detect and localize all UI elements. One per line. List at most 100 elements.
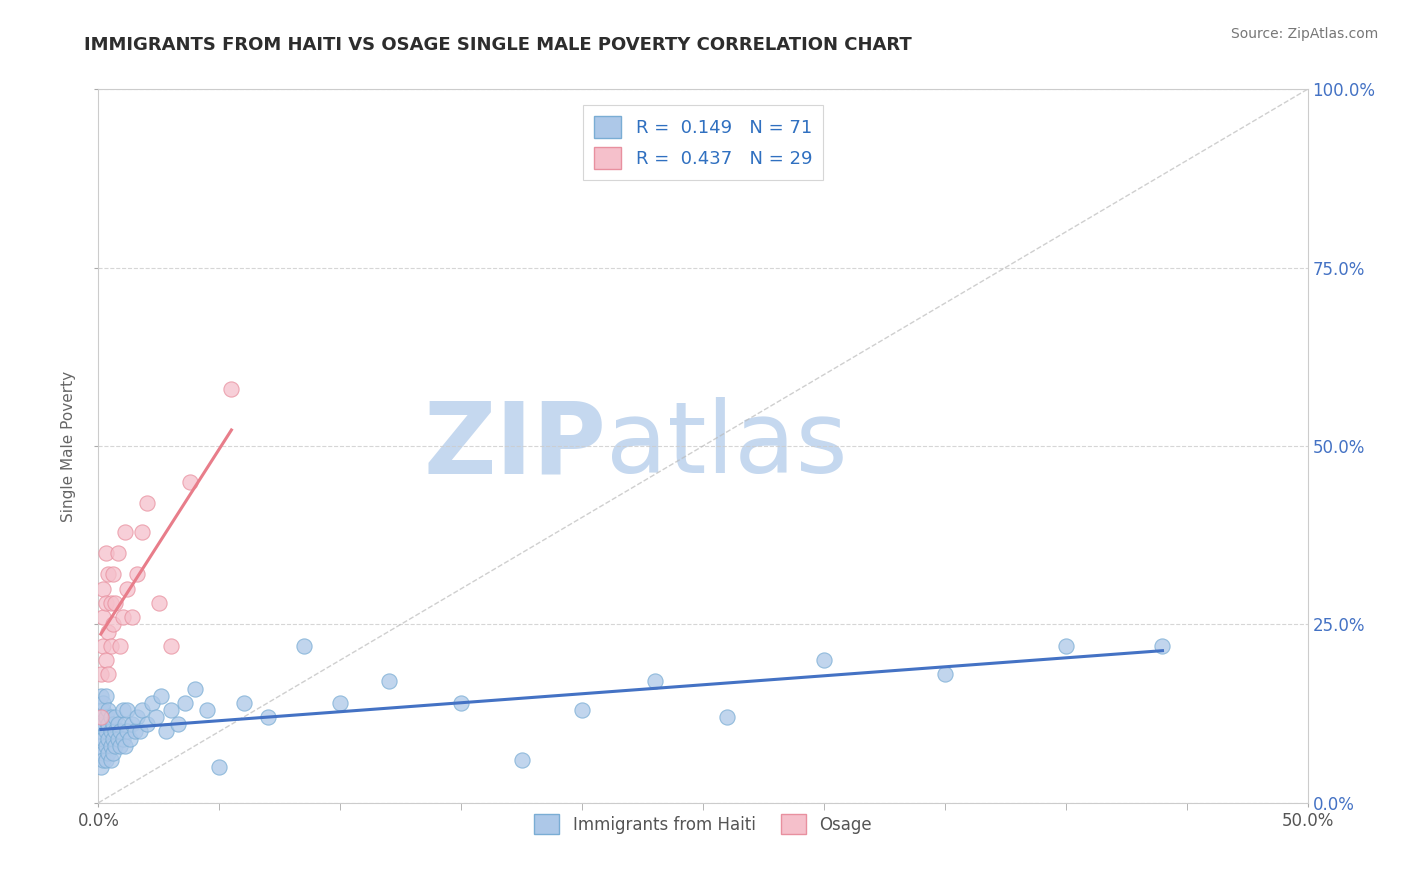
Point bbox=[114, 717, 136, 731]
Point bbox=[97, 624, 120, 639]
Point bbox=[90, 667, 112, 681]
Point bbox=[179, 475, 201, 489]
Point bbox=[94, 710, 117, 724]
Point bbox=[117, 582, 139, 596]
Point bbox=[91, 753, 114, 767]
Point bbox=[141, 696, 163, 710]
Point bbox=[104, 710, 127, 724]
Point bbox=[97, 703, 120, 717]
Point bbox=[150, 689, 173, 703]
Point bbox=[644, 674, 666, 689]
Point bbox=[91, 610, 114, 624]
Text: ZIP: ZIP bbox=[423, 398, 606, 494]
Point bbox=[117, 703, 139, 717]
Point bbox=[813, 653, 835, 667]
Point bbox=[97, 731, 120, 746]
Point bbox=[97, 746, 120, 760]
Point bbox=[135, 496, 157, 510]
Point bbox=[127, 710, 149, 724]
Point bbox=[90, 689, 112, 703]
Point bbox=[128, 724, 150, 739]
Point bbox=[94, 724, 117, 739]
Point bbox=[111, 731, 134, 746]
Point bbox=[90, 710, 112, 724]
Point bbox=[510, 753, 533, 767]
Point bbox=[91, 746, 114, 760]
Point bbox=[91, 639, 114, 653]
Point bbox=[107, 546, 129, 560]
Point bbox=[160, 703, 183, 717]
Point bbox=[91, 717, 114, 731]
Point bbox=[104, 739, 127, 753]
Point bbox=[108, 739, 131, 753]
Point bbox=[97, 667, 120, 681]
Point bbox=[208, 760, 231, 774]
Point bbox=[108, 724, 131, 739]
Point bbox=[107, 717, 129, 731]
Point bbox=[934, 667, 956, 681]
Point bbox=[135, 717, 157, 731]
Point bbox=[94, 596, 117, 610]
Point bbox=[90, 724, 112, 739]
Point bbox=[90, 710, 112, 724]
Point bbox=[100, 753, 122, 767]
Point bbox=[221, 382, 243, 396]
Point bbox=[131, 703, 153, 717]
Point bbox=[377, 674, 399, 689]
Point bbox=[94, 753, 117, 767]
Point bbox=[127, 567, 149, 582]
Point bbox=[571, 703, 593, 717]
Point bbox=[100, 724, 122, 739]
Point bbox=[104, 596, 127, 610]
Point bbox=[1054, 639, 1077, 653]
Point bbox=[111, 703, 134, 717]
Text: Source: ZipAtlas.com: Source: ZipAtlas.com bbox=[1230, 27, 1378, 41]
Point bbox=[111, 610, 134, 624]
Point bbox=[148, 596, 170, 610]
Point bbox=[1152, 639, 1174, 653]
Point bbox=[91, 731, 114, 746]
Point bbox=[114, 739, 136, 753]
Point bbox=[232, 696, 254, 710]
Point bbox=[329, 696, 352, 710]
Point bbox=[91, 696, 114, 710]
Point bbox=[107, 731, 129, 746]
Point bbox=[292, 639, 315, 653]
Point bbox=[184, 681, 207, 696]
Point bbox=[90, 760, 112, 774]
Point bbox=[131, 524, 153, 539]
Point bbox=[100, 639, 122, 653]
Point bbox=[160, 639, 183, 653]
Point bbox=[90, 739, 112, 753]
Point bbox=[155, 724, 177, 739]
Point bbox=[195, 703, 218, 717]
Point bbox=[101, 717, 124, 731]
Point bbox=[94, 689, 117, 703]
Point bbox=[256, 710, 278, 724]
Point bbox=[101, 567, 124, 582]
Point bbox=[100, 596, 122, 610]
Point bbox=[104, 724, 127, 739]
Text: IMMIGRANTS FROM HAITI VS OSAGE SINGLE MALE POVERTY CORRELATION CHART: IMMIGRANTS FROM HAITI VS OSAGE SINGLE MA… bbox=[84, 36, 912, 54]
Point bbox=[97, 717, 120, 731]
Point bbox=[108, 639, 131, 653]
Point bbox=[124, 724, 146, 739]
Point bbox=[101, 731, 124, 746]
Point bbox=[716, 710, 738, 724]
Point bbox=[118, 731, 141, 746]
Y-axis label: Single Male Poverty: Single Male Poverty bbox=[60, 370, 76, 522]
Point bbox=[97, 567, 120, 582]
Point bbox=[450, 696, 472, 710]
Point bbox=[94, 653, 117, 667]
Point bbox=[174, 696, 197, 710]
Point bbox=[117, 724, 139, 739]
Point bbox=[121, 717, 143, 731]
Point bbox=[114, 524, 136, 539]
Point bbox=[121, 610, 143, 624]
Point bbox=[101, 617, 124, 632]
Point bbox=[94, 546, 117, 560]
Point bbox=[100, 739, 122, 753]
Point bbox=[91, 582, 114, 596]
Point bbox=[101, 746, 124, 760]
Point bbox=[91, 703, 114, 717]
